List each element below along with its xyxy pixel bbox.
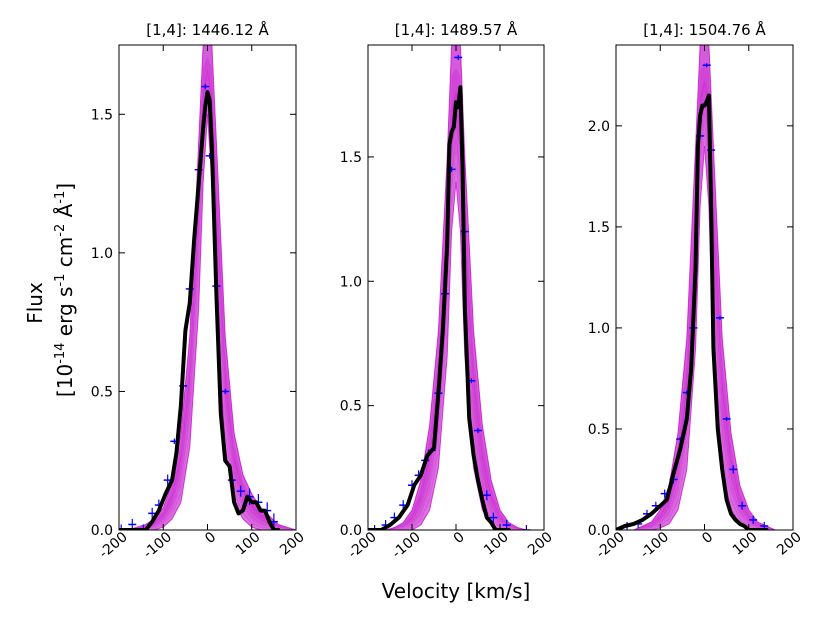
x-tick-label: 200	[277, 529, 308, 558]
error-bar	[474, 428, 482, 433]
error-bar	[738, 501, 747, 510]
model-sample	[119, 56, 296, 530]
y-tick-label: 2.0	[588, 119, 610, 135]
model-sample	[368, 181, 544, 530]
y-tick-label: 1.0	[588, 321, 610, 337]
error-bar	[139, 524, 148, 530]
model-sample	[616, 146, 793, 530]
error-bar	[370, 525, 379, 530]
x-tick-label: 200	[774, 529, 805, 558]
y-tick-label: 0.0	[588, 523, 610, 539]
error-bar	[236, 485, 245, 497]
error-bar	[201, 83, 210, 90]
plot-area	[119, 45, 296, 530]
plot-area	[368, 45, 544, 530]
y-axis-label-line2: [10-14 erg s-1 cm-2 Å-1]	[53, 183, 77, 397]
model-sample	[119, 79, 296, 530]
error-bar	[749, 515, 758, 524]
model-sample	[616, 95, 793, 530]
y-tick-label: 1.5	[340, 150, 362, 166]
x-tick-label: 0	[451, 529, 468, 547]
x-tick-label: 100	[481, 529, 512, 558]
data-line	[368, 85, 511, 530]
plot-area	[616, 45, 793, 530]
x-tick-label: 100	[730, 529, 761, 558]
error-bar	[729, 465, 738, 474]
error-bar	[454, 54, 463, 60]
error-bar	[221, 388, 230, 395]
x-tick-label: 200	[525, 529, 556, 558]
panel-3: [1,4]: 1504.76 Å-200 -100 0 100 2000.00.51.0…	[588, 20, 805, 562]
model-sample	[119, 102, 296, 530]
model-sample	[119, 68, 296, 530]
x-tick-label: -100	[389, 529, 424, 562]
y-tick-label: 0.5	[588, 422, 610, 438]
error-bar	[119, 524, 126, 530]
panels: [1,4]: 1446.12 Å-200 -100 0 100 2000.00.51.0…	[91, 20, 805, 562]
panel-title: [1,4]: 1446.12 Å	[146, 20, 269, 39]
y-tick-label: 1.0	[91, 246, 113, 262]
error-bar	[722, 416, 731, 421]
x-tick-label: -100	[637, 529, 672, 562]
model-sample	[119, 91, 296, 530]
panel-1: [1,4]: 1446.12 Å-200 -100 0 100 2000.00.51.0…	[91, 20, 308, 562]
error-bar	[702, 63, 711, 68]
y-tick-label: 1.0	[340, 274, 362, 290]
data-line	[119, 90, 281, 530]
y-tick-label: 0.5	[91, 384, 113, 400]
error-bar	[715, 315, 724, 320]
data-line	[616, 93, 769, 530]
x-tick-label: -100	[140, 529, 175, 562]
x-tick-label: 0	[699, 529, 716, 547]
model-sample	[616, 129, 793, 530]
y-tick-label: 1.5	[91, 107, 113, 123]
x-axis-label: Velocity [km/s]	[382, 579, 531, 603]
model-envelope	[368, 45, 544, 530]
panel-title: [1,4]: 1504.76 Å	[643, 20, 766, 39]
error-bar	[489, 512, 498, 523]
panel-2: [1,4]: 1489.57 Å-200 -100 0 100 2000.00.51.0…	[340, 20, 556, 562]
y-tick-label: 0.5	[340, 399, 362, 415]
model-sample	[368, 159, 544, 530]
y-axis-label-line1: Flux	[23, 282, 47, 324]
y-tick-label: 0.0	[91, 523, 113, 539]
x-tick-label: 100	[233, 529, 264, 558]
panel-title: [1,4]: 1489.57 Å	[395, 20, 518, 39]
model-sample	[119, 114, 296, 530]
y-tick-label: 0.0	[340, 523, 362, 539]
model-envelope	[616, 45, 793, 530]
y-tick-label: 1.5	[588, 220, 610, 236]
model-sample	[616, 112, 793, 530]
model-sample	[368, 136, 544, 530]
x-tick-label: 0	[202, 529, 219, 547]
model-envelope	[119, 45, 296, 530]
error-bar	[482, 490, 491, 501]
error-bar	[522, 525, 531, 530]
